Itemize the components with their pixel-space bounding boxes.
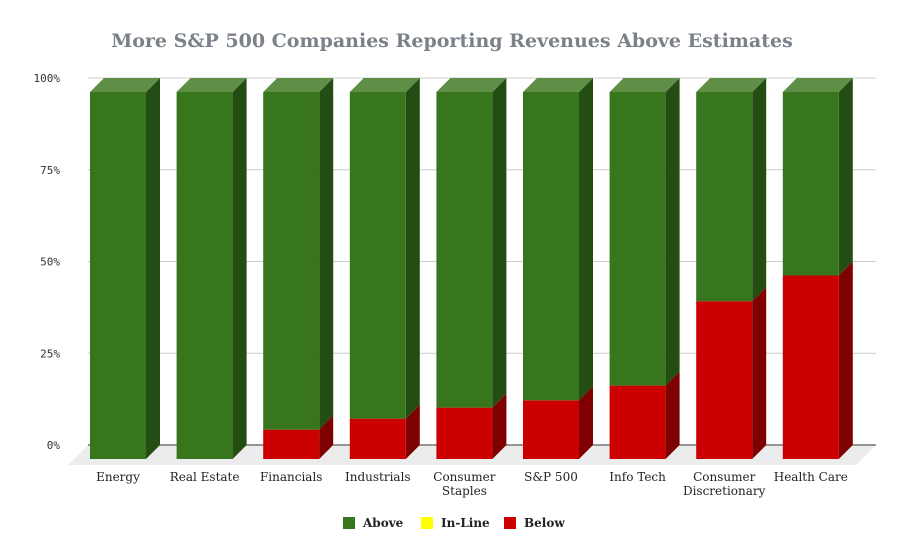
legend-item-above[interactable]: Above	[343, 516, 404, 530]
bar-segment-below	[523, 400, 579, 459]
bar-segment-above-side	[665, 78, 680, 386]
y-tick-label: 0%	[47, 439, 61, 452]
bar-stack	[90, 78, 160, 459]
legend-item-in-line[interactable]: In-Line	[421, 516, 490, 530]
bar-segment-above-top	[436, 78, 507, 92]
legend-label: Below	[524, 516, 565, 530]
bar-segment-above-side	[838, 78, 853, 276]
bar-segment-above	[523, 92, 579, 401]
bar-segment-above-top	[263, 78, 334, 92]
bar-segment-above-side	[405, 78, 420, 419]
bar-stack	[782, 78, 853, 459]
bar-segment-above	[90, 92, 146, 459]
bar-segment-above	[349, 92, 406, 419]
bar-segment-above	[609, 92, 666, 386]
bar-segment-above-side	[146, 78, 160, 459]
bar-segment-below-side	[752, 287, 767, 459]
x-tick-label: Consumer Discretionary	[683, 470, 766, 498]
legend-swatch	[343, 517, 355, 529]
bar-segment-above	[176, 92, 233, 459]
chart-title: More S&P 500 Companies Reporting Revenue…	[111, 30, 793, 52]
y-tick-label: 100%	[34, 72, 61, 85]
bar-segment-below	[436, 407, 493, 459]
bar-segment-below-side	[838, 261, 853, 459]
x-tick-label: Industrials	[345, 470, 411, 484]
bar-segment-below	[782, 275, 839, 459]
x-tick-label: Info Tech	[609, 470, 666, 484]
y-tick-label: 75%	[40, 164, 60, 177]
bar-segment-above	[696, 92, 753, 302]
legend-swatch	[504, 517, 516, 529]
legend-label: Above	[362, 516, 404, 530]
bar-segment-above-side	[232, 78, 247, 459]
bar-segment-above-top	[349, 78, 420, 92]
bar-segment-below	[696, 301, 753, 459]
x-tick-label: S&P 500	[524, 470, 578, 484]
bar-segment-above-side	[492, 78, 507, 408]
y-tick-label: 50%	[40, 256, 60, 269]
bar-segment-below-side	[492, 393, 507, 459]
bar-segment-above	[436, 92, 493, 408]
bar-segment-above-top	[696, 78, 767, 92]
legend-label: In-Line	[441, 516, 490, 530]
y-tick-label: 25%	[40, 347, 60, 360]
bar-stack	[523, 78, 593, 459]
bar-segment-below-side	[405, 404, 420, 459]
bar-segment-above-top	[176, 78, 247, 92]
bar-stack	[176, 78, 247, 459]
bar-segment-below-side	[665, 371, 680, 459]
x-tick-label: Energy	[96, 470, 140, 484]
bar-segment-above-top	[782, 78, 853, 92]
legend-item-below[interactable]: Below	[504, 516, 565, 530]
bar-stack	[263, 78, 334, 459]
bar-segment-below	[609, 385, 666, 459]
legend-swatch	[421, 517, 433, 529]
bar-segment-below	[349, 418, 406, 459]
bar-segment-above-top	[609, 78, 680, 92]
x-tick-label: Health Care	[774, 470, 848, 484]
bar-segment-above-top	[523, 78, 593, 92]
bar-stack	[696, 78, 767, 459]
bar-stack	[609, 78, 680, 459]
bar-segment-below-side	[579, 386, 593, 459]
bar-segment-below	[263, 429, 320, 459]
bar-segment-above	[263, 92, 320, 430]
bar-segment-above-top	[90, 78, 160, 92]
bar-segment-below-side	[319, 415, 334, 459]
x-tick-label: Real Estate	[170, 470, 240, 484]
x-tick-label: Consumer Staples	[433, 470, 496, 498]
bar-segment-above-side	[319, 78, 334, 430]
bar-segment-above-side	[579, 78, 593, 401]
bar-segment-above-side	[752, 78, 767, 302]
bar-stack	[436, 78, 507, 459]
bar-segment-above	[782, 92, 839, 276]
x-tick-label: Financials	[260, 470, 322, 484]
bar-stack	[349, 78, 420, 459]
